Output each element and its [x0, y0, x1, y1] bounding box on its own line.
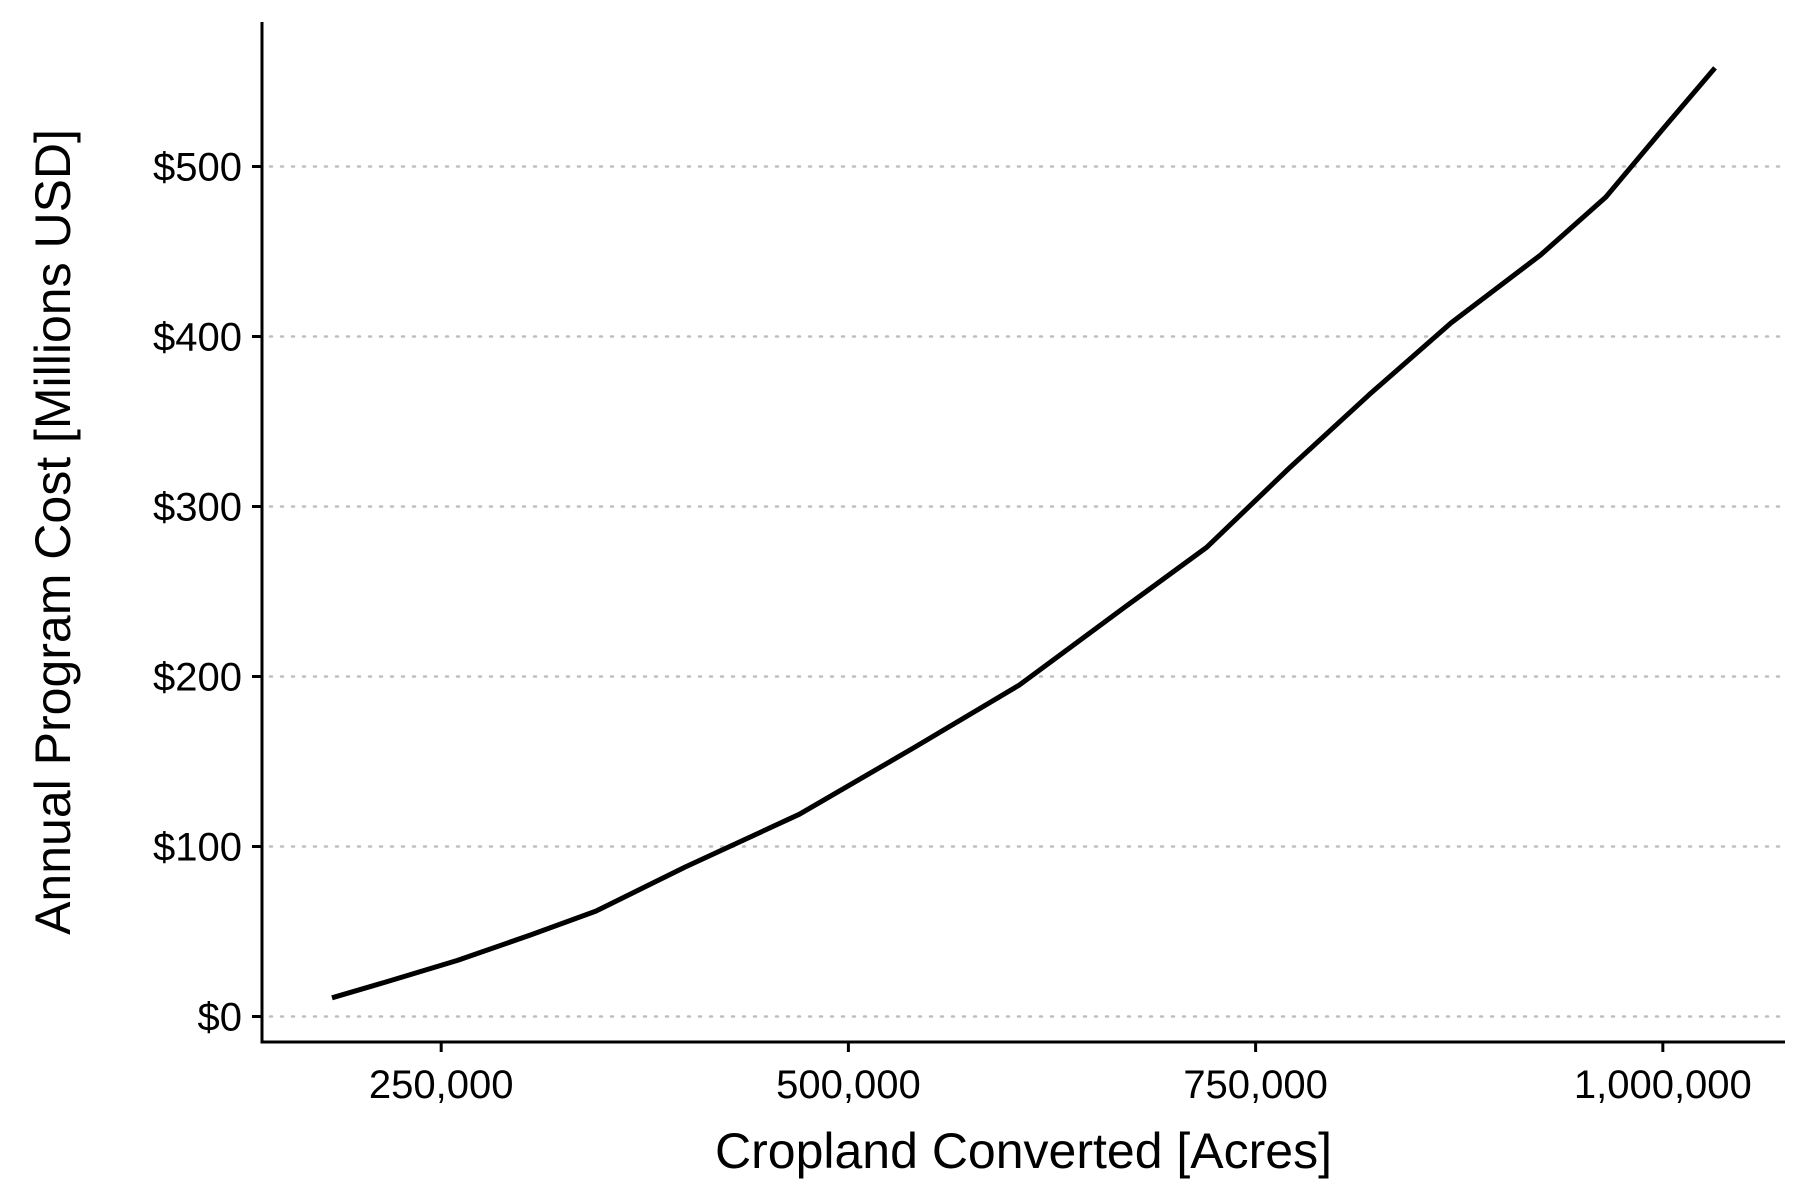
- y-axis-title: Annual Program Cost [Millions USD]: [25, 129, 81, 935]
- x-tick-label: 750,000: [1183, 1063, 1328, 1107]
- y-axis-ticks: $0 $100 $200 $300 $400 $500: [153, 146, 262, 1040]
- y-tick-label: $400: [153, 316, 242, 360]
- x-axis-ticks: 250,000 500,000 750,000 1,000,000: [369, 1042, 1752, 1107]
- x-axis-title: Cropland Converted [Acres]: [715, 1123, 1332, 1179]
- y-tick-label: $500: [153, 146, 242, 190]
- x-tick-label: 500,000: [776, 1063, 921, 1107]
- y-tick-label: $100: [153, 826, 242, 870]
- series-line: [331, 66, 1717, 1001]
- x-tick-label: 1,000,000: [1574, 1063, 1752, 1107]
- x-tick-label: 250,000: [369, 1063, 514, 1107]
- y-tick-label: $0: [198, 996, 243, 1040]
- series-layer: [331, 66, 1717, 1001]
- grid-lines: [268, 165, 1787, 1018]
- y-tick-label: $300: [153, 486, 242, 530]
- y-tick-label: $200: [153, 656, 242, 700]
